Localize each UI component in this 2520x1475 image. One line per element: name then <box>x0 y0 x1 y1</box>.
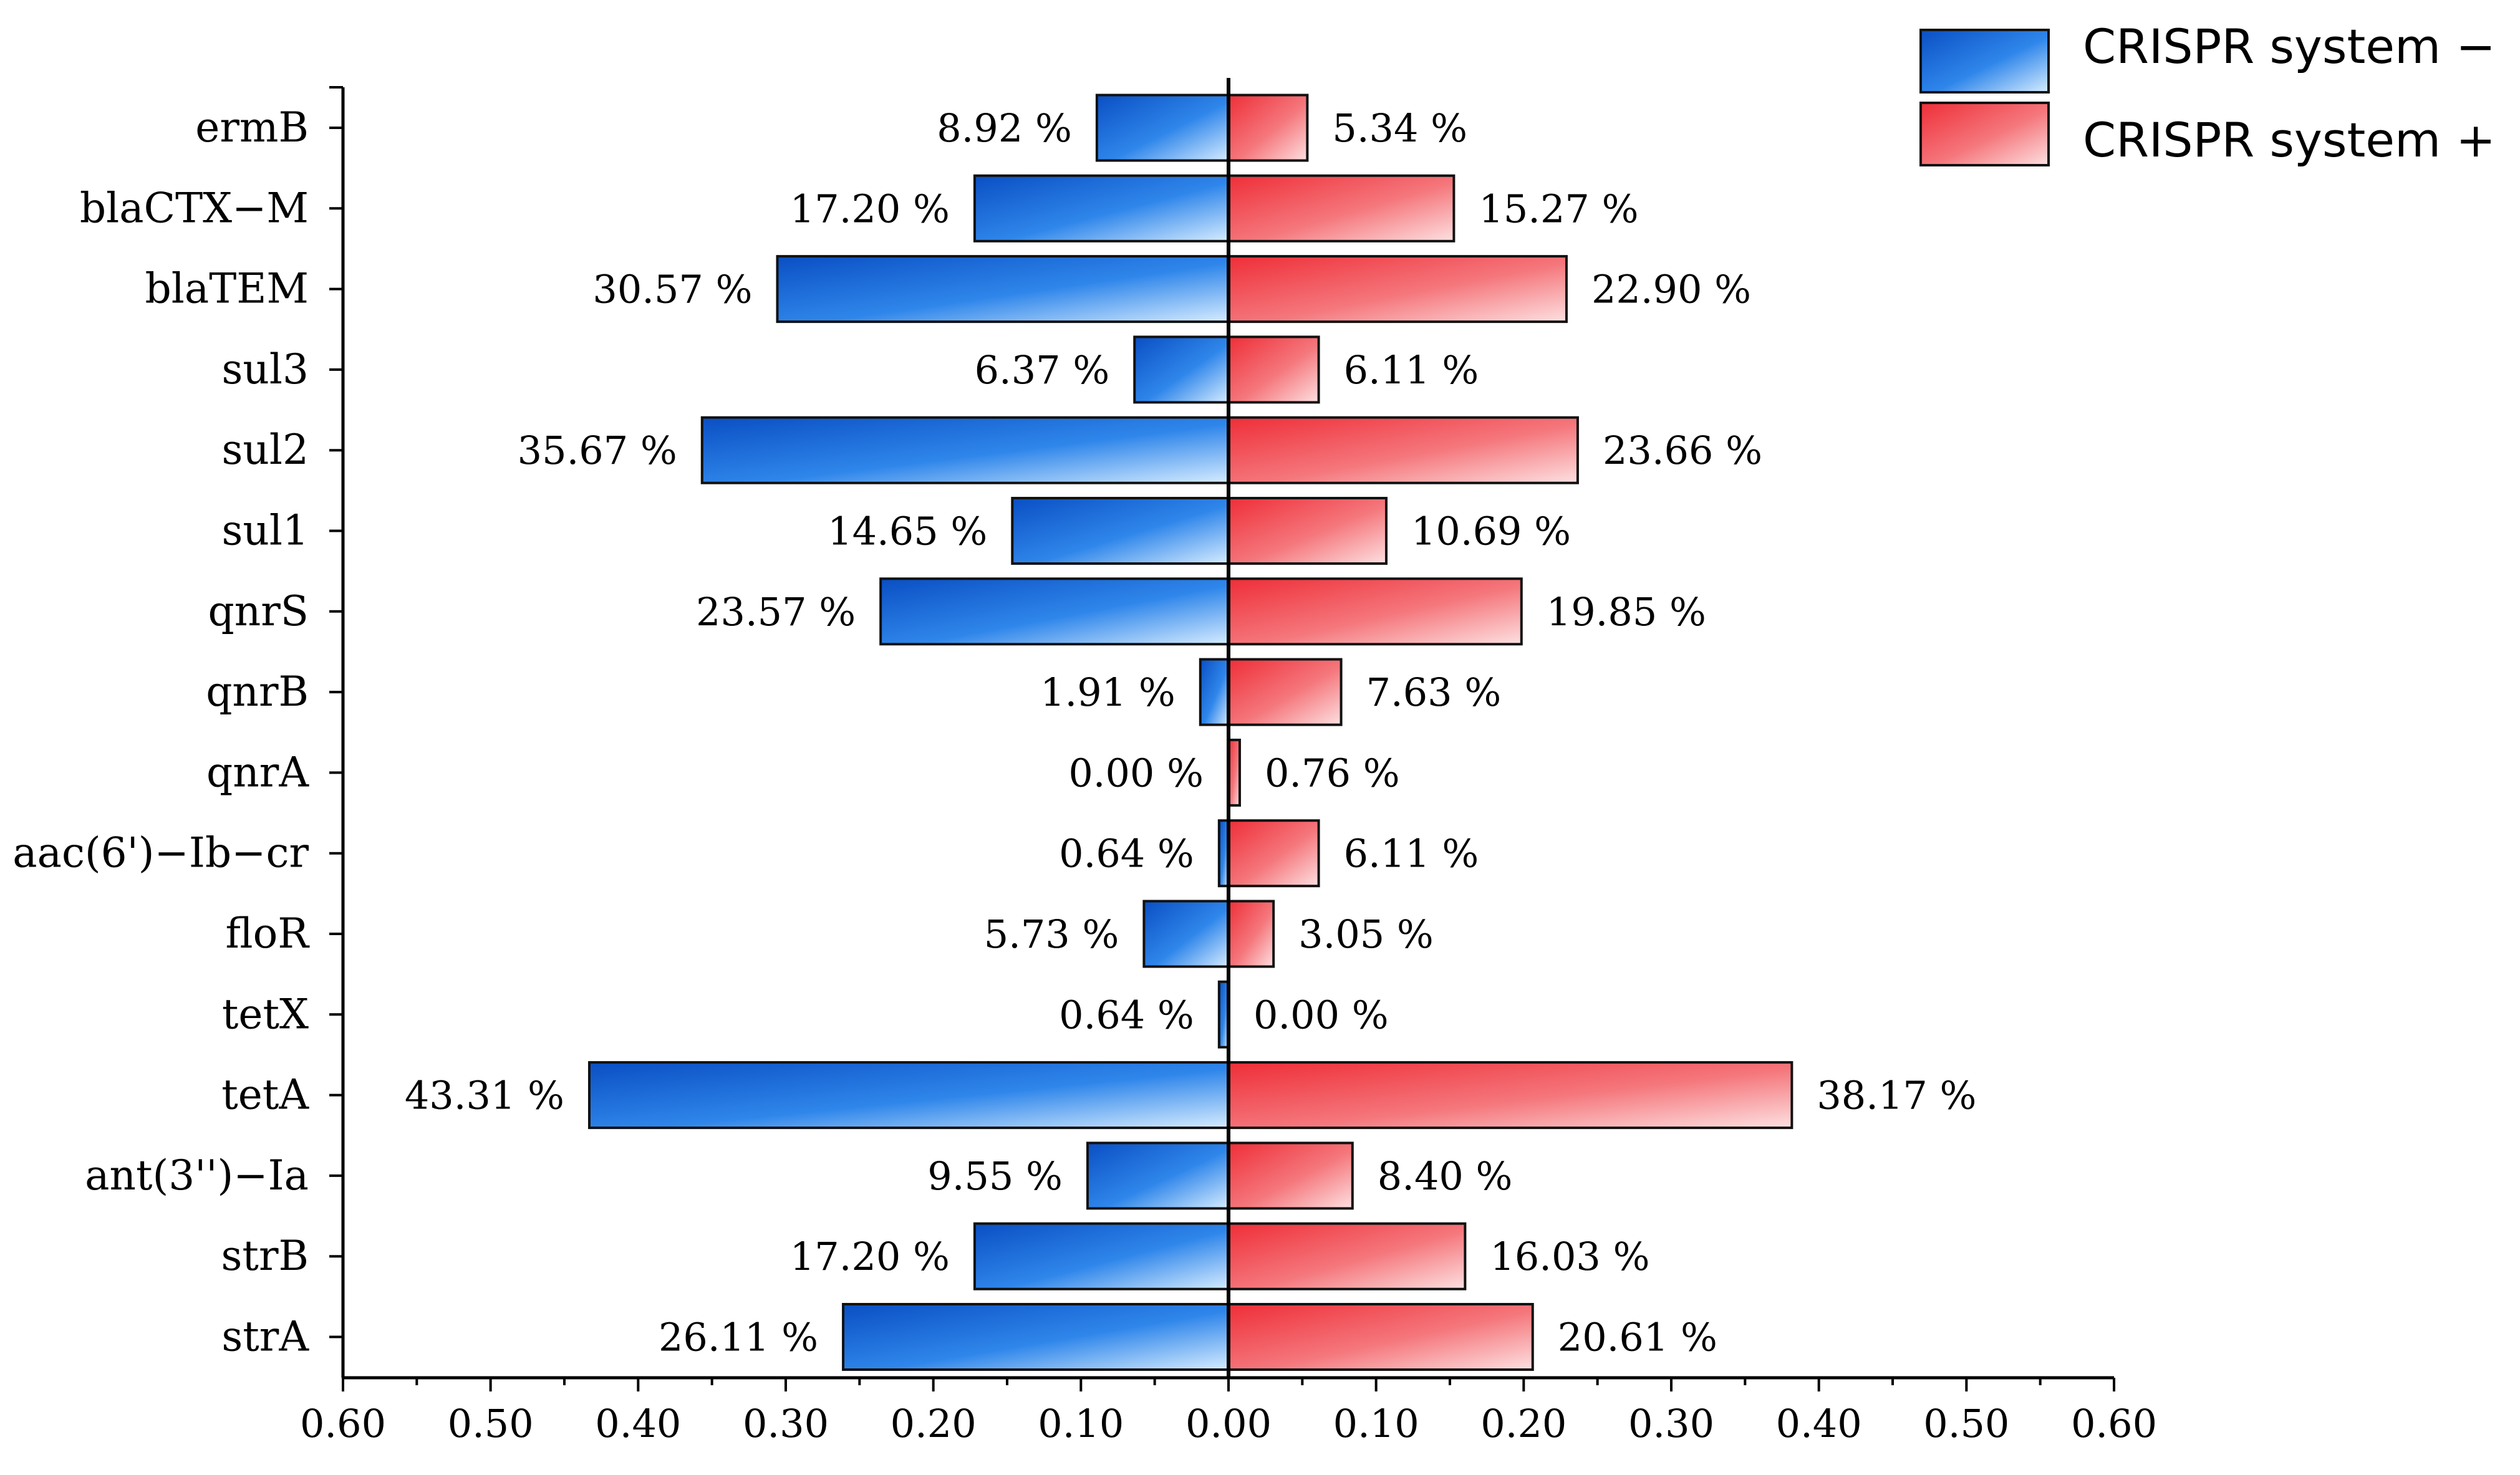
category-label: sul2 <box>222 426 309 474</box>
category-label: blaCTX−M <box>80 184 309 232</box>
value-label-crispr-plus: 19.85 % <box>1547 589 1706 635</box>
value-label-crispr-plus: 38.17 % <box>1817 1073 1976 1118</box>
legend-swatch-crispr-plus <box>1919 102 2050 166</box>
category-label: qnrS <box>208 587 309 635</box>
bar-crispr-plus <box>1227 577 1523 646</box>
category-label: floR <box>226 910 311 958</box>
value-label-crispr-minus: 0.64 % <box>1059 831 1194 877</box>
x-tick-label: 0.10 <box>1038 1401 1124 1446</box>
value-label-crispr-plus: 7.63 % <box>1366 670 1502 715</box>
bar-crispr-plus <box>1227 94 1309 162</box>
value-label-crispr-minus: 8.92 % <box>937 105 1072 151</box>
bar-crispr-minus <box>1133 335 1230 404</box>
labels-group: 0.60 0.50 0.40 0.30 0.20 0.10 0.00 0.10 0.20 0.30… <box>12 103 2157 1446</box>
bar-crispr-plus <box>1227 900 1275 968</box>
category-label: ant(3'')−Ia <box>85 1151 309 1199</box>
value-label-crispr-plus: 20.61 % <box>1558 1315 1717 1360</box>
bar-crispr-minus <box>587 1061 1230 1130</box>
category-label: sul3 <box>222 345 309 393</box>
legend-label-crispr-minus: CRISPR system − <box>2083 19 2496 74</box>
value-label-crispr-minus: 35.67 % <box>518 428 677 473</box>
bar-crispr-minus <box>1199 658 1230 726</box>
value-label-crispr-minus: 26.11 % <box>659 1315 818 1360</box>
bar-crispr-plus <box>1227 1061 1793 1130</box>
x-tick-label: 0.60 <box>300 1401 386 1446</box>
bar-crispr-minus <box>973 174 1230 243</box>
x-tick-label: 0.40 <box>595 1401 681 1446</box>
value-label-crispr-minus: 23.57 % <box>696 589 856 635</box>
value-label-crispr-plus: 6.11 % <box>1344 831 1479 877</box>
bar-crispr-minus <box>1142 900 1230 968</box>
bar-crispr-plus <box>1227 1303 1534 1371</box>
bar-crispr-plus <box>1227 416 1579 484</box>
value-label-crispr-plus: 16.03 % <box>1490 1234 1649 1279</box>
category-label: qnrB <box>206 668 309 716</box>
bar-crispr-plus <box>1227 497 1388 565</box>
x-tick-label: 0.20 <box>891 1401 977 1446</box>
category-label: tetA <box>221 1071 309 1119</box>
value-label-crispr-plus: 15.27 % <box>1479 186 1638 231</box>
bar-crispr-minus <box>973 1222 1230 1290</box>
category-label: ermB <box>195 103 309 151</box>
bar-crispr-minus <box>1011 497 1230 565</box>
bar-crispr-minus <box>776 255 1230 324</box>
bar-crispr-plus <box>1227 335 1320 404</box>
category-label: strA <box>221 1313 309 1361</box>
x-tick-label: 0.30 <box>1628 1401 1714 1446</box>
category-label: aac(6')−Ib−cr <box>12 829 309 877</box>
bar-crispr-minus <box>1086 1141 1230 1210</box>
value-label-crispr-minus: 0.64 % <box>1059 992 1194 1037</box>
legend: CRISPR system − CRISPR system + <box>1919 19 2496 168</box>
x-tick-label: 0.00 <box>1185 1401 1272 1446</box>
bar-crispr-plus <box>1227 1222 1467 1290</box>
value-label-crispr-plus: 0.00 % <box>1253 992 1389 1037</box>
bar-crispr-plus <box>1227 819 1320 888</box>
bar-crispr-minus <box>879 577 1230 646</box>
x-tick-label: 0.40 <box>1776 1401 1862 1446</box>
x-tick-label: 0.30 <box>743 1401 829 1446</box>
value-label-crispr-minus: 14.65 % <box>828 509 987 554</box>
bar-crispr-minus <box>700 416 1230 484</box>
bars-group <box>587 78 1793 1378</box>
value-label-crispr-plus: 8.40 % <box>1378 1153 1513 1199</box>
bar-crispr-plus <box>1227 174 1456 243</box>
x-tick-label: 0.50 <box>1923 1401 2009 1446</box>
value-label-crispr-plus: 5.34 % <box>1332 105 1467 151</box>
value-label-crispr-minus: 17.20 % <box>790 1234 950 1279</box>
bar-crispr-plus <box>1227 658 1343 726</box>
category-label: qnrA <box>206 748 309 796</box>
x-tick-label: 0.10 <box>1333 1401 1419 1446</box>
category-label: tetX <box>222 990 309 1038</box>
x-tick-label: 0.20 <box>1480 1401 1567 1446</box>
category-label: sul1 <box>222 507 309 555</box>
bar-crispr-plus <box>1227 1141 1354 1210</box>
value-label-crispr-plus: 3.05 % <box>1298 911 1434 957</box>
value-label-crispr-minus: 6.37 % <box>975 347 1110 393</box>
x-tick-label: 0.50 <box>448 1401 534 1446</box>
value-label-crispr-minus: 9.55 % <box>927 1153 1063 1199</box>
value-label-crispr-minus: 5.73 % <box>984 911 1119 957</box>
value-label-crispr-minus: 30.57 % <box>592 267 752 312</box>
x-tick-label: 0.60 <box>2071 1401 2157 1446</box>
legend-label-crispr-plus: CRISPR system + <box>2083 112 2496 168</box>
value-label-crispr-plus: 22.90 % <box>1591 267 1751 312</box>
category-label: blaTEM <box>145 265 309 313</box>
bar-crispr-plus <box>1227 255 1568 324</box>
value-label-crispr-minus: 1.91 % <box>1040 670 1176 715</box>
value-label-crispr-plus: 10.69 % <box>1411 509 1571 554</box>
value-label-crispr-minus: 17.20 % <box>790 186 950 231</box>
bar-crispr-minus <box>1095 94 1230 162</box>
value-label-crispr-plus: 6.11 % <box>1344 347 1479 393</box>
value-label-crispr-minus: 43.31 % <box>405 1073 564 1118</box>
bar-crispr-minus <box>842 1303 1230 1371</box>
value-label-crispr-minus: 0.00 % <box>1068 750 1204 795</box>
category-label: strB <box>221 1232 309 1280</box>
legend-swatch-crispr-minus <box>1919 29 2050 94</box>
value-label-crispr-plus: 0.76 % <box>1265 750 1400 795</box>
value-label-crispr-plus: 23.66 % <box>1603 428 1762 473</box>
